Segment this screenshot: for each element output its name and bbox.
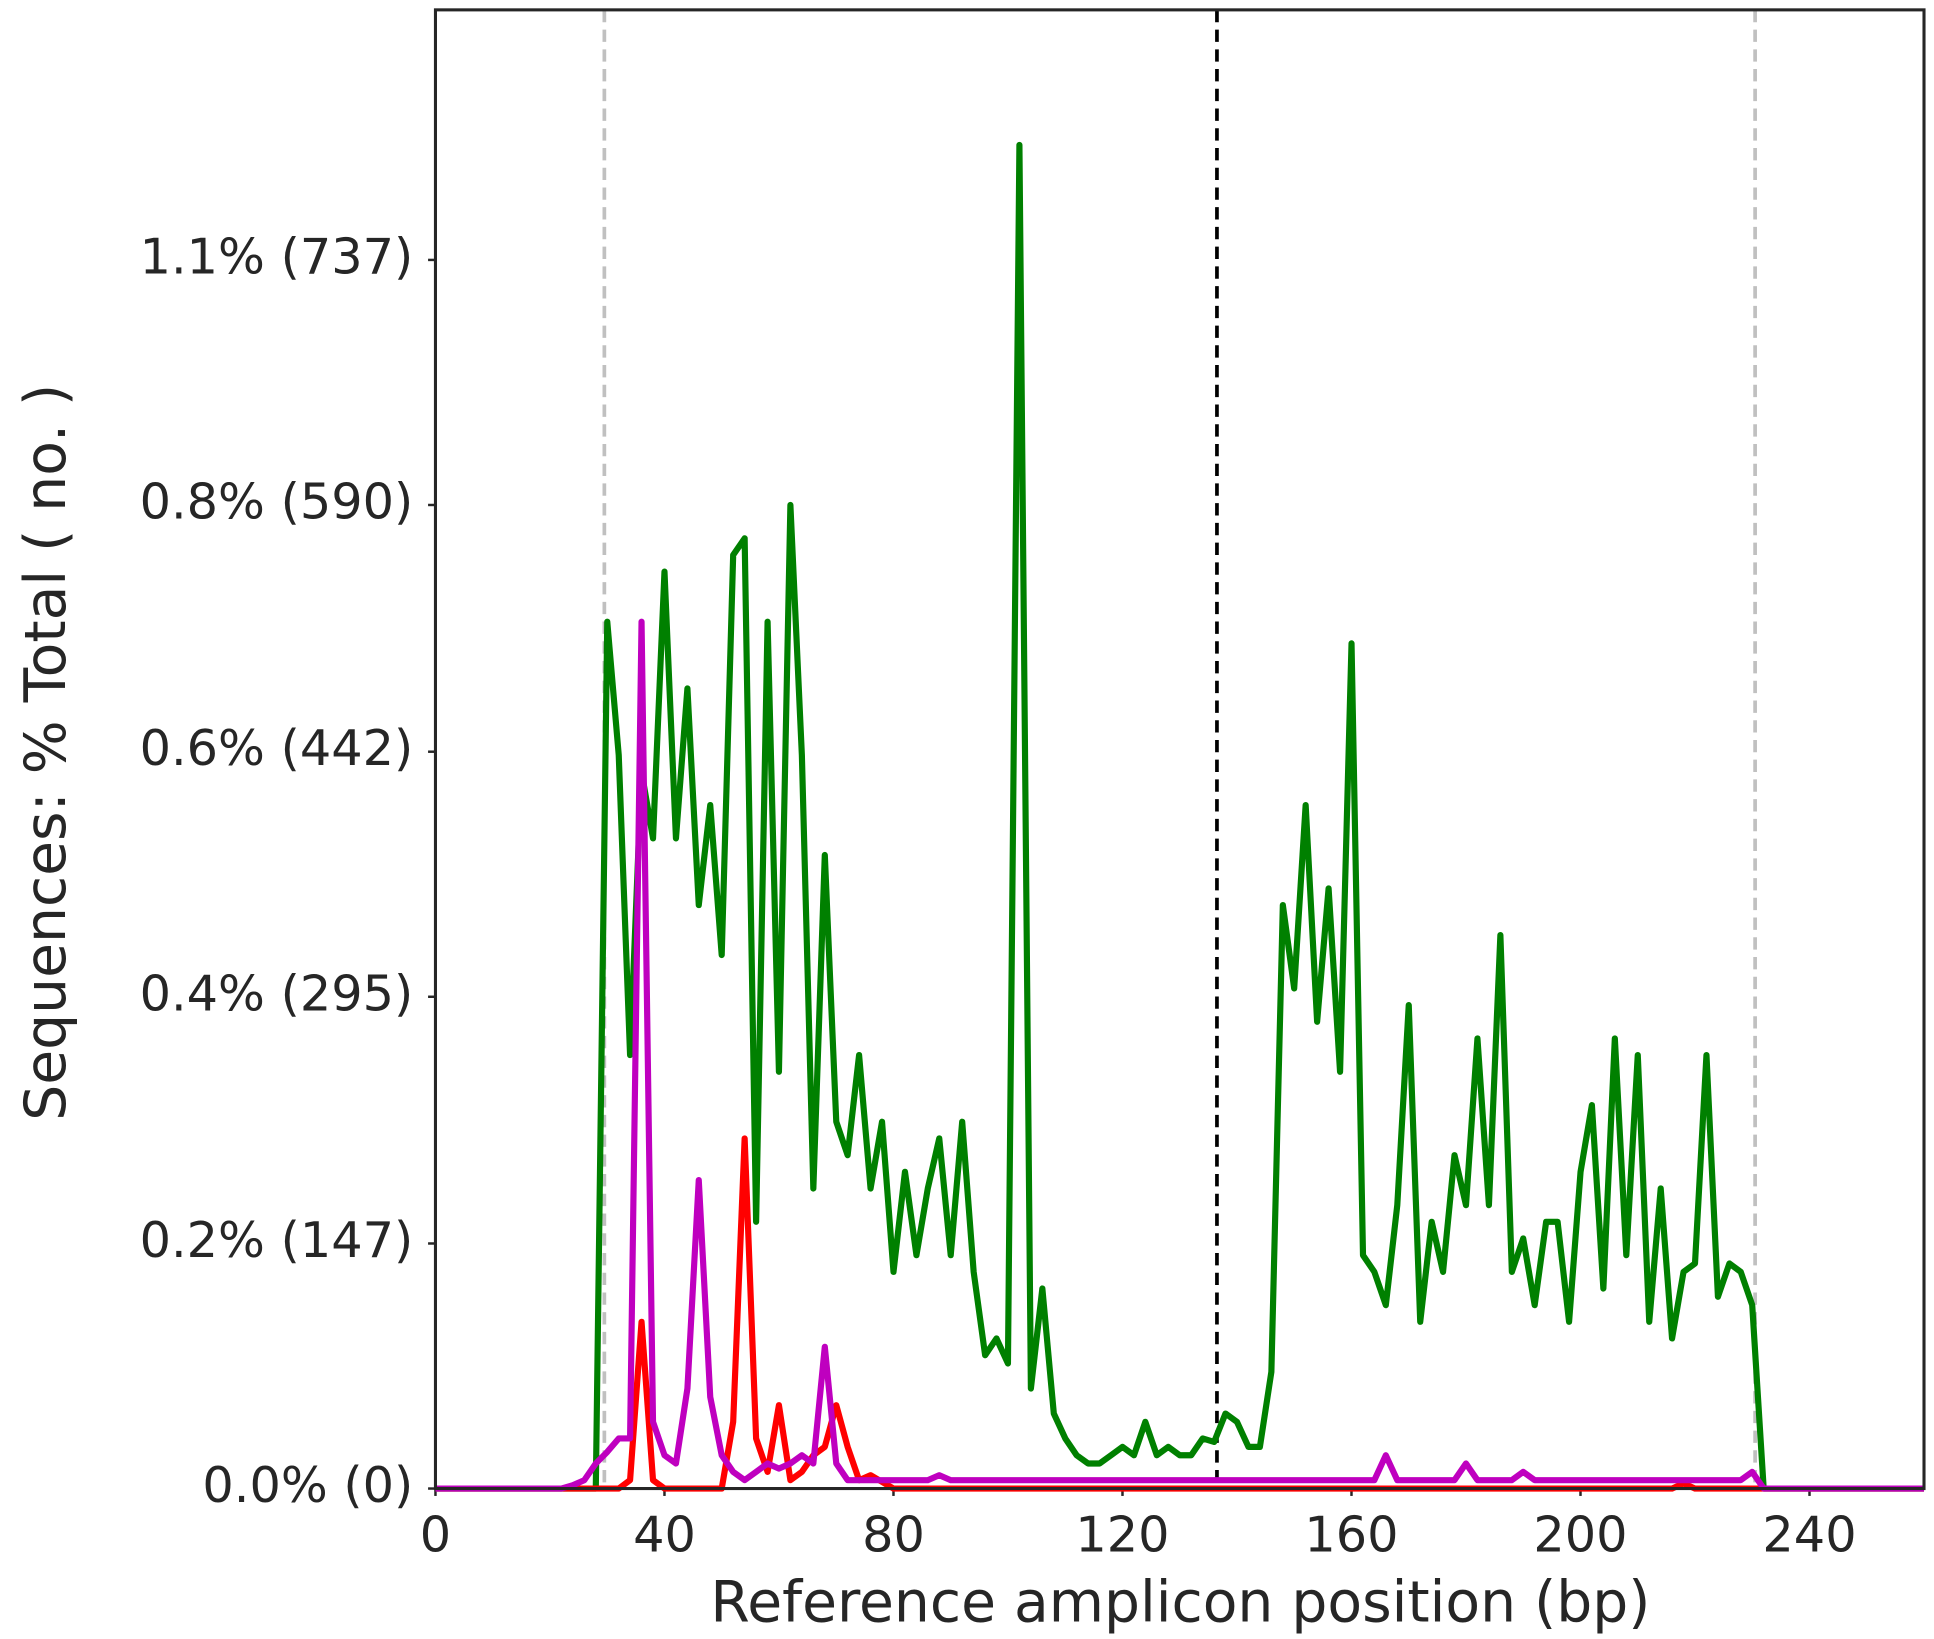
x-tick-label: 120 [1075, 1505, 1169, 1563]
data-line [435, 618, 1925, 1492]
y-tick-label: 0.0% (0) [202, 1456, 413, 1514]
x-tick-label: 0 [420, 1505, 451, 1563]
y-tick-label: 0.2% (147) [140, 1211, 414, 1269]
y-axis-label: Sequences: % Total ( no. ) [13, 384, 79, 1121]
x-tick-label: 80 [862, 1505, 925, 1563]
x-tick-label: 40 [633, 1505, 696, 1563]
y-tick-label: 1.1% (737) [140, 227, 414, 285]
x-tick-label: 200 [1533, 1505, 1627, 1563]
y-tick-label: 0.8% (590) [140, 472, 414, 530]
y-tick-label: 0.4% (295) [140, 964, 414, 1022]
y-tick-label: 0.6% (442) [140, 719, 414, 777]
x-tick-label: 240 [1762, 1505, 1856, 1563]
data-line [435, 141, 1925, 1492]
x-axis-label: Reference amplicon position (bp) [710, 1569, 1650, 1635]
plot-frame [433, 8, 1926, 1491]
x-tick-label: 160 [1304, 1505, 1398, 1563]
